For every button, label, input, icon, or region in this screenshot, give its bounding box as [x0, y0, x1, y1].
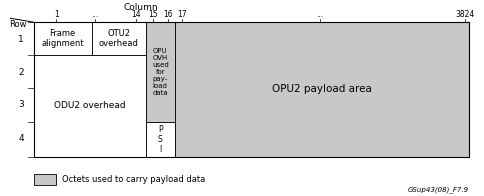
- Bar: [174, 22, 468, 157]
- Bar: [33, 22, 91, 55]
- Text: GSup43(08)_F7.9: GSup43(08)_F7.9: [407, 187, 468, 193]
- Text: 15: 15: [148, 10, 157, 19]
- Text: Row: Row: [9, 20, 27, 29]
- Text: ...: ...: [316, 10, 323, 19]
- Text: 3: 3: [18, 100, 24, 109]
- Bar: [33, 55, 146, 157]
- Text: ODU2 overhead: ODU2 overhead: [54, 101, 125, 110]
- Text: 1: 1: [54, 10, 59, 19]
- Bar: [33, 174, 56, 185]
- Text: 16: 16: [163, 10, 172, 19]
- Text: 17: 17: [177, 10, 186, 19]
- Text: 1: 1: [18, 35, 24, 44]
- Bar: [146, 22, 174, 122]
- Text: ...: ...: [91, 10, 98, 19]
- Text: Frame
alignment: Frame alignment: [41, 29, 84, 48]
- Text: 4: 4: [18, 134, 24, 143]
- Text: OPU2 payload area: OPU2 payload area: [272, 84, 371, 94]
- Bar: [33, 22, 468, 157]
- Text: 14: 14: [131, 10, 141, 19]
- Text: OTU2
overhead: OTU2 overhead: [99, 29, 138, 48]
- Text: OPU
OVH
used
for
pay-
load
data: OPU OVH used for pay- load data: [151, 48, 168, 96]
- Text: 3824: 3824: [454, 10, 474, 19]
- Text: 2: 2: [18, 68, 24, 77]
- Text: Octets used to carry payload data: Octets used to carry payload data: [62, 175, 205, 184]
- Bar: [146, 122, 174, 157]
- Bar: [91, 22, 146, 55]
- Text: P
S
I: P S I: [158, 125, 162, 154]
- Text: Column: Column: [123, 3, 158, 12]
